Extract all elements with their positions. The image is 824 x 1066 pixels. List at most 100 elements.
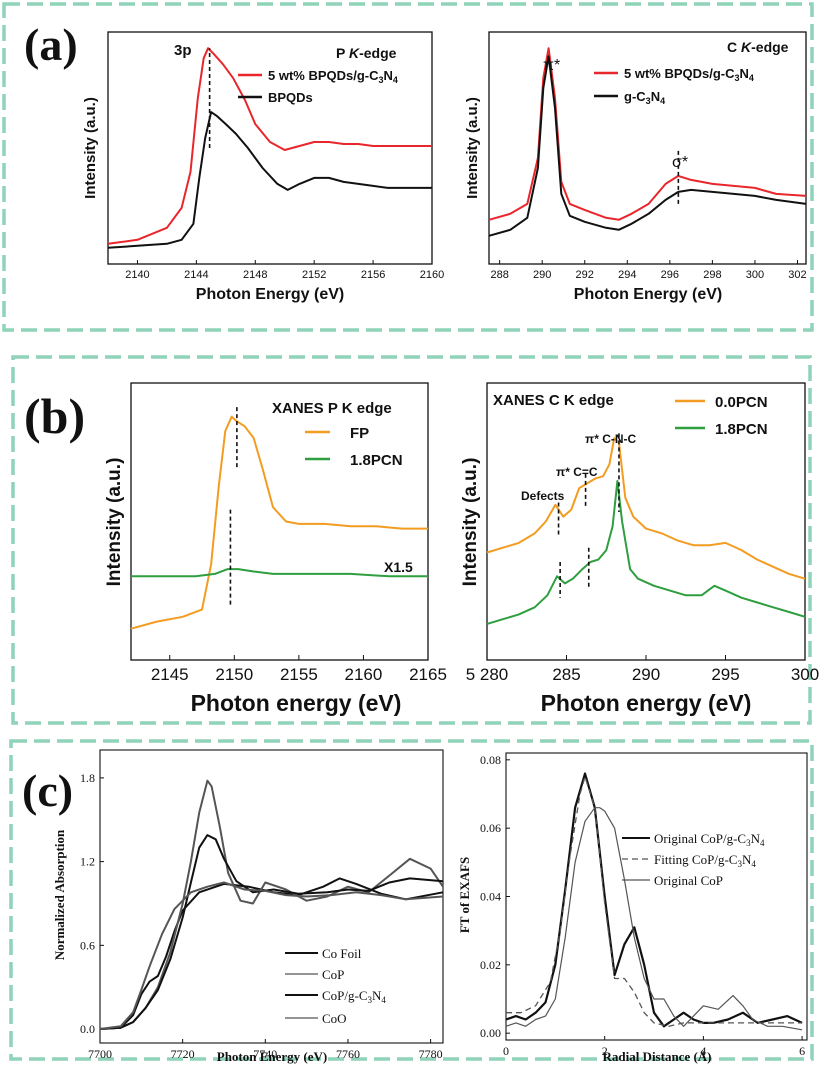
x-tick-label: 300 bbox=[791, 665, 819, 684]
x-tick-label: 2144 bbox=[184, 269, 208, 281]
chart-a-left-legend: 5 wt% BPQDs/g-C3N4 BPQDs bbox=[238, 68, 398, 105]
y-tick-label: 0.08 bbox=[480, 753, 501, 767]
legend-label: Original CoP/g-C3N4 bbox=[654, 831, 765, 848]
x-tick-label: 7780 bbox=[419, 1047, 443, 1061]
x-tick-label: 292 bbox=[576, 269, 594, 281]
x-tick-label: 0 bbox=[503, 1044, 509, 1058]
chart-b-left-frame bbox=[130, 382, 429, 661]
x-axis-label: Photon energy (eV) bbox=[191, 690, 402, 716]
peak-label-pi-star: π* bbox=[543, 57, 560, 74]
y-tick-label: 1.2 bbox=[80, 855, 95, 869]
series-line bbox=[506, 776, 803, 1027]
panel-b-frame bbox=[11, 355, 812, 725]
chart-b-right-title: XANES C K edge bbox=[493, 392, 614, 409]
scale-label-x1-5: X1.5 bbox=[384, 559, 413, 575]
y-tick-label: 0.06 bbox=[480, 821, 501, 835]
x-tick-label: 2150 bbox=[215, 665, 253, 684]
chart-b-left-title: XANES P K edge bbox=[272, 400, 392, 417]
x-axis-label: Photon Energy (eV) bbox=[196, 286, 344, 303]
chart-a-left: 2140 2144 2148 2152 2156 2160 P K-edge 5 wt% … bbox=[82, 31, 444, 303]
series-line bbox=[486, 480, 806, 625]
chart-b-left-legend: FP 1.8PCN bbox=[305, 425, 403, 469]
y-tick-label: 0.6 bbox=[80, 938, 95, 952]
chart-a-right-title: C K-edge bbox=[727, 39, 789, 55]
chart-c-right-frame bbox=[505, 752, 808, 1041]
chart-b-left: 2145 2150 2155 2160 2165 XANES P K edge FP 1… bbox=[104, 382, 447, 716]
panel-c-frame bbox=[9, 739, 814, 1061]
series-line bbox=[505, 772, 803, 1028]
peak-label-sigma-star: σ* bbox=[672, 154, 688, 171]
chart-a-left-title: P K-edge bbox=[336, 45, 397, 61]
chart-a-right: 288 290 292 294 296 298 300 302 C K-edge 5 wt% … bbox=[464, 31, 807, 303]
legend-label: FP bbox=[350, 425, 369, 442]
x-tick-label: 7700 bbox=[88, 1047, 112, 1061]
y-tick-label: 1.8 bbox=[80, 771, 95, 785]
series-line bbox=[107, 47, 432, 245]
panel-c-label: (c) bbox=[22, 765, 73, 816]
x-tick-label: 7740 bbox=[253, 1047, 277, 1061]
x-tick-label: 295 bbox=[711, 665, 739, 684]
y-axis-label: Normalized Absorption bbox=[52, 829, 67, 960]
x-tick-label: 7760 bbox=[336, 1047, 360, 1061]
x-tick-label: 296 bbox=[661, 269, 679, 281]
x-tick-label: 7720 bbox=[171, 1047, 195, 1061]
chart-b-left-plot: 2145 2150 2155 2160 2165 bbox=[130, 407, 447, 684]
chart-b-right-plot: 5 280 285 290 295 300 bbox=[466, 433, 819, 684]
x-axis-label: Photon Energy (eV) bbox=[217, 1049, 328, 1064]
x-tick-label: 302 bbox=[788, 269, 806, 281]
x-tick-label: 2156 bbox=[361, 269, 385, 281]
chart-b-right-legend: 0.0PCN 1.8PCN bbox=[675, 394, 768, 438]
chart-c-right-plot: 0 2 4 6 0.00 0.02 0.04 0.06 0.08 bbox=[480, 753, 805, 1058]
legend-label: 0.0PCN bbox=[715, 394, 768, 411]
chart-a-right-frame bbox=[488, 31, 807, 265]
x-tick-label: 2160 bbox=[345, 665, 383, 684]
series-line bbox=[107, 111, 432, 249]
x-tick-label: 6 bbox=[799, 1044, 805, 1058]
series-line bbox=[505, 807, 803, 1031]
legend-label: 1.8PCN bbox=[715, 421, 768, 438]
y-axis-label: Intensity (a.u.) bbox=[82, 97, 99, 199]
legend-label: CoP bbox=[322, 967, 344, 982]
series-line bbox=[99, 881, 444, 1030]
y-tick-label: 0.0 bbox=[80, 1022, 95, 1036]
legend-label: CoO bbox=[322, 1011, 347, 1026]
legend-label: Fitting CoP/g-C3N4 bbox=[654, 852, 756, 869]
series-line bbox=[131, 568, 428, 578]
legend-label: 5 wt% BPQDs/g-C3N4 bbox=[268, 68, 398, 85]
x-tick-label: 298 bbox=[703, 269, 721, 281]
x-tick-label: 2148 bbox=[243, 269, 267, 281]
series-line bbox=[130, 415, 428, 630]
x-tick-label: 300 bbox=[746, 269, 764, 281]
series-line bbox=[99, 779, 444, 1030]
chart-c-left-plot: 7700 7720 7740 7760 7780 0.0 0.6 1.2 1.8 bbox=[80, 771, 444, 1061]
peak-label-pi-cnc: π* C-N-C bbox=[585, 432, 637, 446]
y-axis-label: Intensity (a.u.) bbox=[104, 458, 125, 587]
y-axis-label: Intensity (a.u.) bbox=[460, 458, 481, 587]
x-axis-label: Radial Distance (Å) bbox=[602, 1049, 711, 1064]
series-line bbox=[99, 834, 444, 1030]
chart-b-right: 5 280 285 290 295 300 XANES C K edge 0.0PCN … bbox=[460, 382, 819, 716]
chart-a-right-legend: 5 wt% BPQDs/g-C3N4 g-C3N4 bbox=[594, 66, 754, 106]
y-tick-label: 0.04 bbox=[480, 890, 501, 904]
peak-label-pi-cc: π* C=C bbox=[556, 465, 598, 479]
chart-a-left-frame bbox=[107, 31, 433, 265]
x-tick-label: 290 bbox=[632, 665, 660, 684]
x-tick-label: 5 280 bbox=[466, 665, 509, 684]
peak-label-3p: 3p bbox=[174, 42, 192, 59]
x-tick-label: 2145 bbox=[151, 665, 189, 684]
chart-c-right-legend: Original CoP/g-C3N4 Fitting CoP/g-C3N4 O… bbox=[622, 831, 765, 888]
x-axis-label: Photon energy (eV) bbox=[541, 690, 752, 716]
series-line bbox=[488, 55, 807, 237]
legend-label: BPQDs bbox=[268, 90, 313, 105]
chart-a-right-plot: 288 290 292 294 296 298 300 302 bbox=[488, 47, 807, 281]
y-axis-label: Intensity (a.u.) bbox=[464, 97, 481, 199]
series-line bbox=[99, 877, 444, 1030]
y-tick-label: 0.02 bbox=[480, 958, 501, 972]
legend-label: 1.8PCN bbox=[350, 452, 403, 469]
x-tick-label: 2160 bbox=[420, 269, 444, 281]
x-tick-label: 290 bbox=[533, 269, 551, 281]
x-tick-label: 2 bbox=[602, 1044, 608, 1058]
legend-label: Original CoP bbox=[654, 873, 723, 888]
chart-a-left-plot: 2140 2144 2148 2152 2156 2160 bbox=[107, 47, 444, 281]
